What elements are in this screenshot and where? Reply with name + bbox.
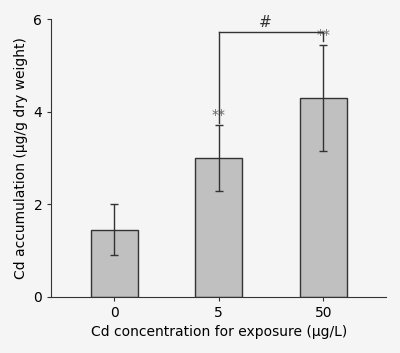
Text: **: **	[316, 29, 330, 42]
Bar	[90, 229, 138, 297]
Bar	[300, 98, 347, 297]
Y-axis label: Cd accumulation (μg/g dry weight): Cd accumulation (μg/g dry weight)	[14, 37, 28, 279]
Bar	[195, 158, 242, 297]
Text: **: **	[212, 108, 226, 122]
Text: #: #	[260, 16, 272, 30]
X-axis label: Cd concentration for exposure (μg/L): Cd concentration for exposure (μg/L)	[91, 325, 347, 339]
